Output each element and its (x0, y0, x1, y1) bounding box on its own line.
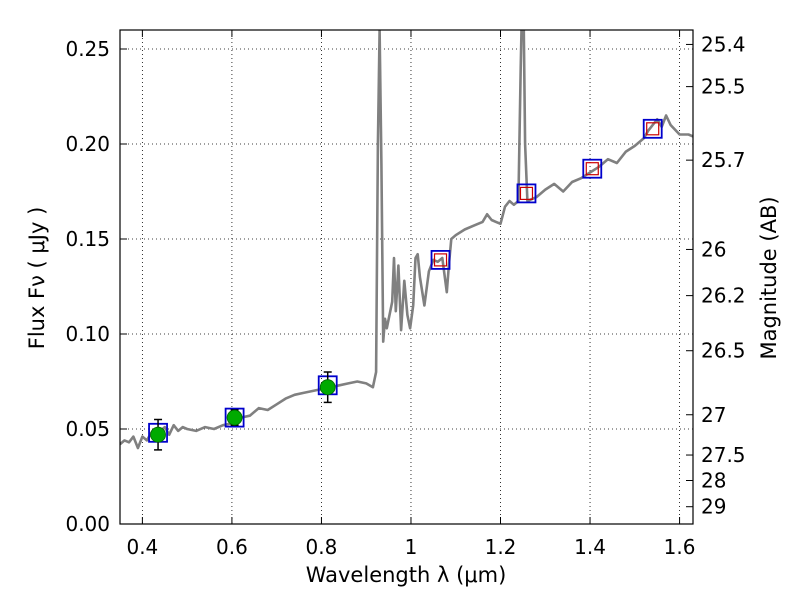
model-band-marker (642, 118, 663, 139)
model-band-marker (582, 158, 603, 179)
y-tick-label: 0.25 (65, 37, 110, 61)
y2-tick-label: 25.5 (701, 75, 746, 99)
y-tick-label: 0.20 (65, 132, 110, 156)
y2-tick-label: 26.5 (701, 339, 746, 363)
y2-tick-label: 29 (701, 495, 726, 519)
upper-limit-marker (585, 162, 599, 176)
observed-point (319, 379, 336, 396)
y2-tick-label: 26.2 (701, 284, 746, 308)
x-tick-label: 1.2 (485, 535, 517, 559)
axis-ticks: 0.4 0.6 0.8 1 1.2 1.4 1.6 0.00 0.05 0.10 0.15 0.20 0… (65, 30, 746, 559)
spectrum-layer (120, 30, 693, 450)
x-tick-label: 0.6 (216, 535, 248, 559)
model-band-marker (224, 407, 245, 428)
plot-frame (119, 29, 694, 525)
model-band-marker (430, 249, 451, 270)
upper-limit-marker (433, 253, 448, 267)
y2-tick-label: 27 (701, 403, 726, 427)
upper-limit-marker (519, 186, 534, 200)
x-tick-label: 1.6 (664, 535, 696, 559)
y-axis-label: Flux Fν ( μJy ) (25, 207, 49, 350)
grid-lines (120, 30, 693, 524)
x-tick-label: 0.4 (126, 535, 158, 559)
y2-axis-label: Magnitude (AB) (757, 196, 781, 359)
photometry-layer (148, 118, 663, 451)
y-tick-label: 0.10 (65, 322, 110, 346)
y2-tick-label: 27.5 (701, 443, 746, 467)
upper-limit-marker (646, 122, 660, 136)
x-tick-label: 0.8 (306, 535, 338, 559)
y2-tick-label: 25.7 (701, 148, 746, 172)
y-tick-label: 0.05 (65, 417, 110, 441)
observed-point (226, 409, 243, 426)
y2-tick-label: 25.4 (701, 32, 746, 56)
y2-tick-label: 28 (701, 468, 726, 492)
y-tick-label: 0.00 (65, 512, 110, 536)
observed-point (150, 426, 166, 443)
x-axis-label: Wavelength λ (μm) (306, 563, 507, 587)
x-tick-label: 1 (405, 535, 418, 559)
x-tick-label: 1.4 (574, 535, 606, 559)
y-tick-label: 0.15 (65, 227, 110, 251)
y2-tick-label: 26 (701, 237, 726, 261)
model-spectrum-line (120, 30, 693, 450)
model-band-marker (516, 183, 537, 204)
